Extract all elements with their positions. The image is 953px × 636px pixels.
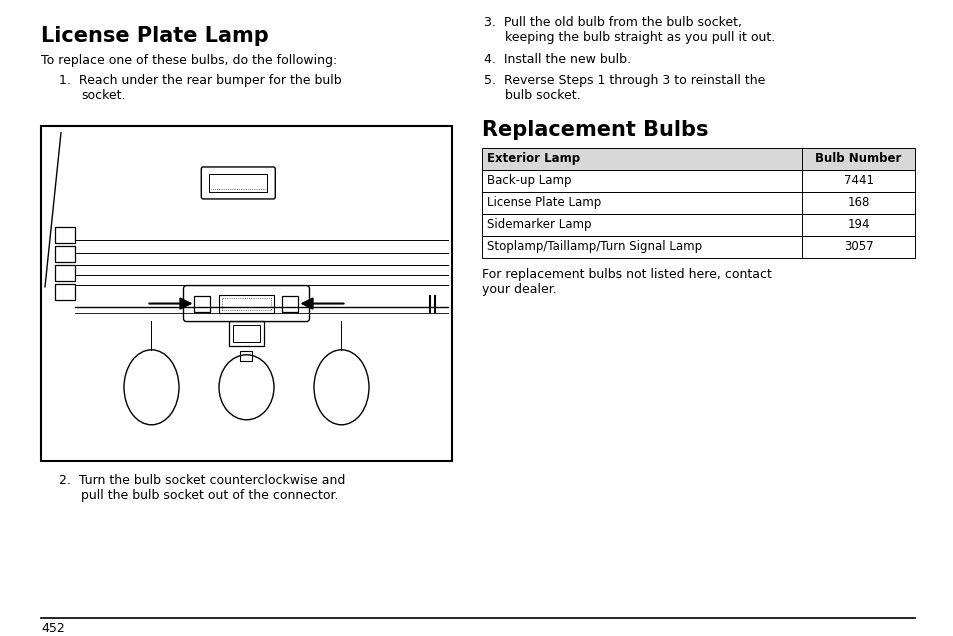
Bar (240, 351, 253, 361)
Bar (481, 192, 914, 214)
Text: 4.  Install the new bulb.: 4. Install the new bulb. (483, 53, 630, 66)
Text: 168: 168 (846, 197, 869, 209)
Text: pull the bulb socket out of the connector.: pull the bulb socket out of the connecto… (81, 489, 338, 502)
Bar (481, 170, 914, 192)
Text: 5.  Reverse Steps 1 through 3 to reinstall the: 5. Reverse Steps 1 through 3 to reinstal… (483, 74, 764, 87)
Text: 3057: 3057 (843, 240, 873, 254)
Bar (481, 214, 914, 236)
Text: 2.  Turn the bulb socket counterclockwise and: 2. Turn the bulb socket counterclockwise… (59, 474, 345, 487)
Text: Replacement Bulbs: Replacement Bulbs (481, 120, 707, 140)
Text: socket.: socket. (81, 89, 126, 102)
Text: To replace one of these bulbs, do the following:: To replace one of these bulbs, do the fo… (41, 54, 337, 67)
Bar (481, 236, 914, 258)
Text: License Plate Lamp: License Plate Lamp (41, 26, 269, 46)
Text: Exterior Lamp: Exterior Lamp (486, 153, 579, 165)
Text: bulb socket.: bulb socket. (504, 89, 579, 102)
Text: 1.  Reach under the rear bumper for the bulb: 1. Reach under the rear bumper for the b… (59, 74, 341, 87)
Bar (41, 126, 452, 461)
Text: keeping the bulb straight as you pull it out.: keeping the bulb straight as you pull it… (504, 31, 774, 44)
Bar (55, 284, 75, 300)
Text: Bulb Number: Bulb Number (815, 153, 901, 165)
Bar (209, 174, 267, 192)
Text: your dealer.: your dealer. (481, 283, 556, 296)
Bar (222, 298, 271, 310)
Text: 7441: 7441 (842, 174, 873, 188)
Bar (481, 148, 914, 170)
Text: Sidemarker Lamp: Sidemarker Lamp (486, 219, 591, 232)
Text: License Plate Lamp: License Plate Lamp (486, 197, 600, 209)
Bar (219, 294, 274, 312)
Text: 3.  Pull the old bulb from the bulb socket,: 3. Pull the old bulb from the bulb socke… (483, 16, 741, 29)
Bar (282, 296, 298, 312)
Text: 194: 194 (846, 219, 869, 232)
Text: For replacement bulbs not listed here, contact: For replacement bulbs not listed here, c… (481, 268, 771, 281)
Text: Back-up Lamp: Back-up Lamp (486, 174, 571, 188)
Bar (233, 325, 260, 342)
Bar (55, 246, 75, 262)
Bar (55, 227, 75, 243)
Bar (229, 321, 264, 346)
Bar (55, 265, 75, 281)
Text: 452: 452 (41, 622, 65, 635)
Text: Stoplamp/Taillamp/Turn Signal Lamp: Stoplamp/Taillamp/Turn Signal Lamp (486, 240, 701, 254)
Bar (194, 296, 211, 312)
